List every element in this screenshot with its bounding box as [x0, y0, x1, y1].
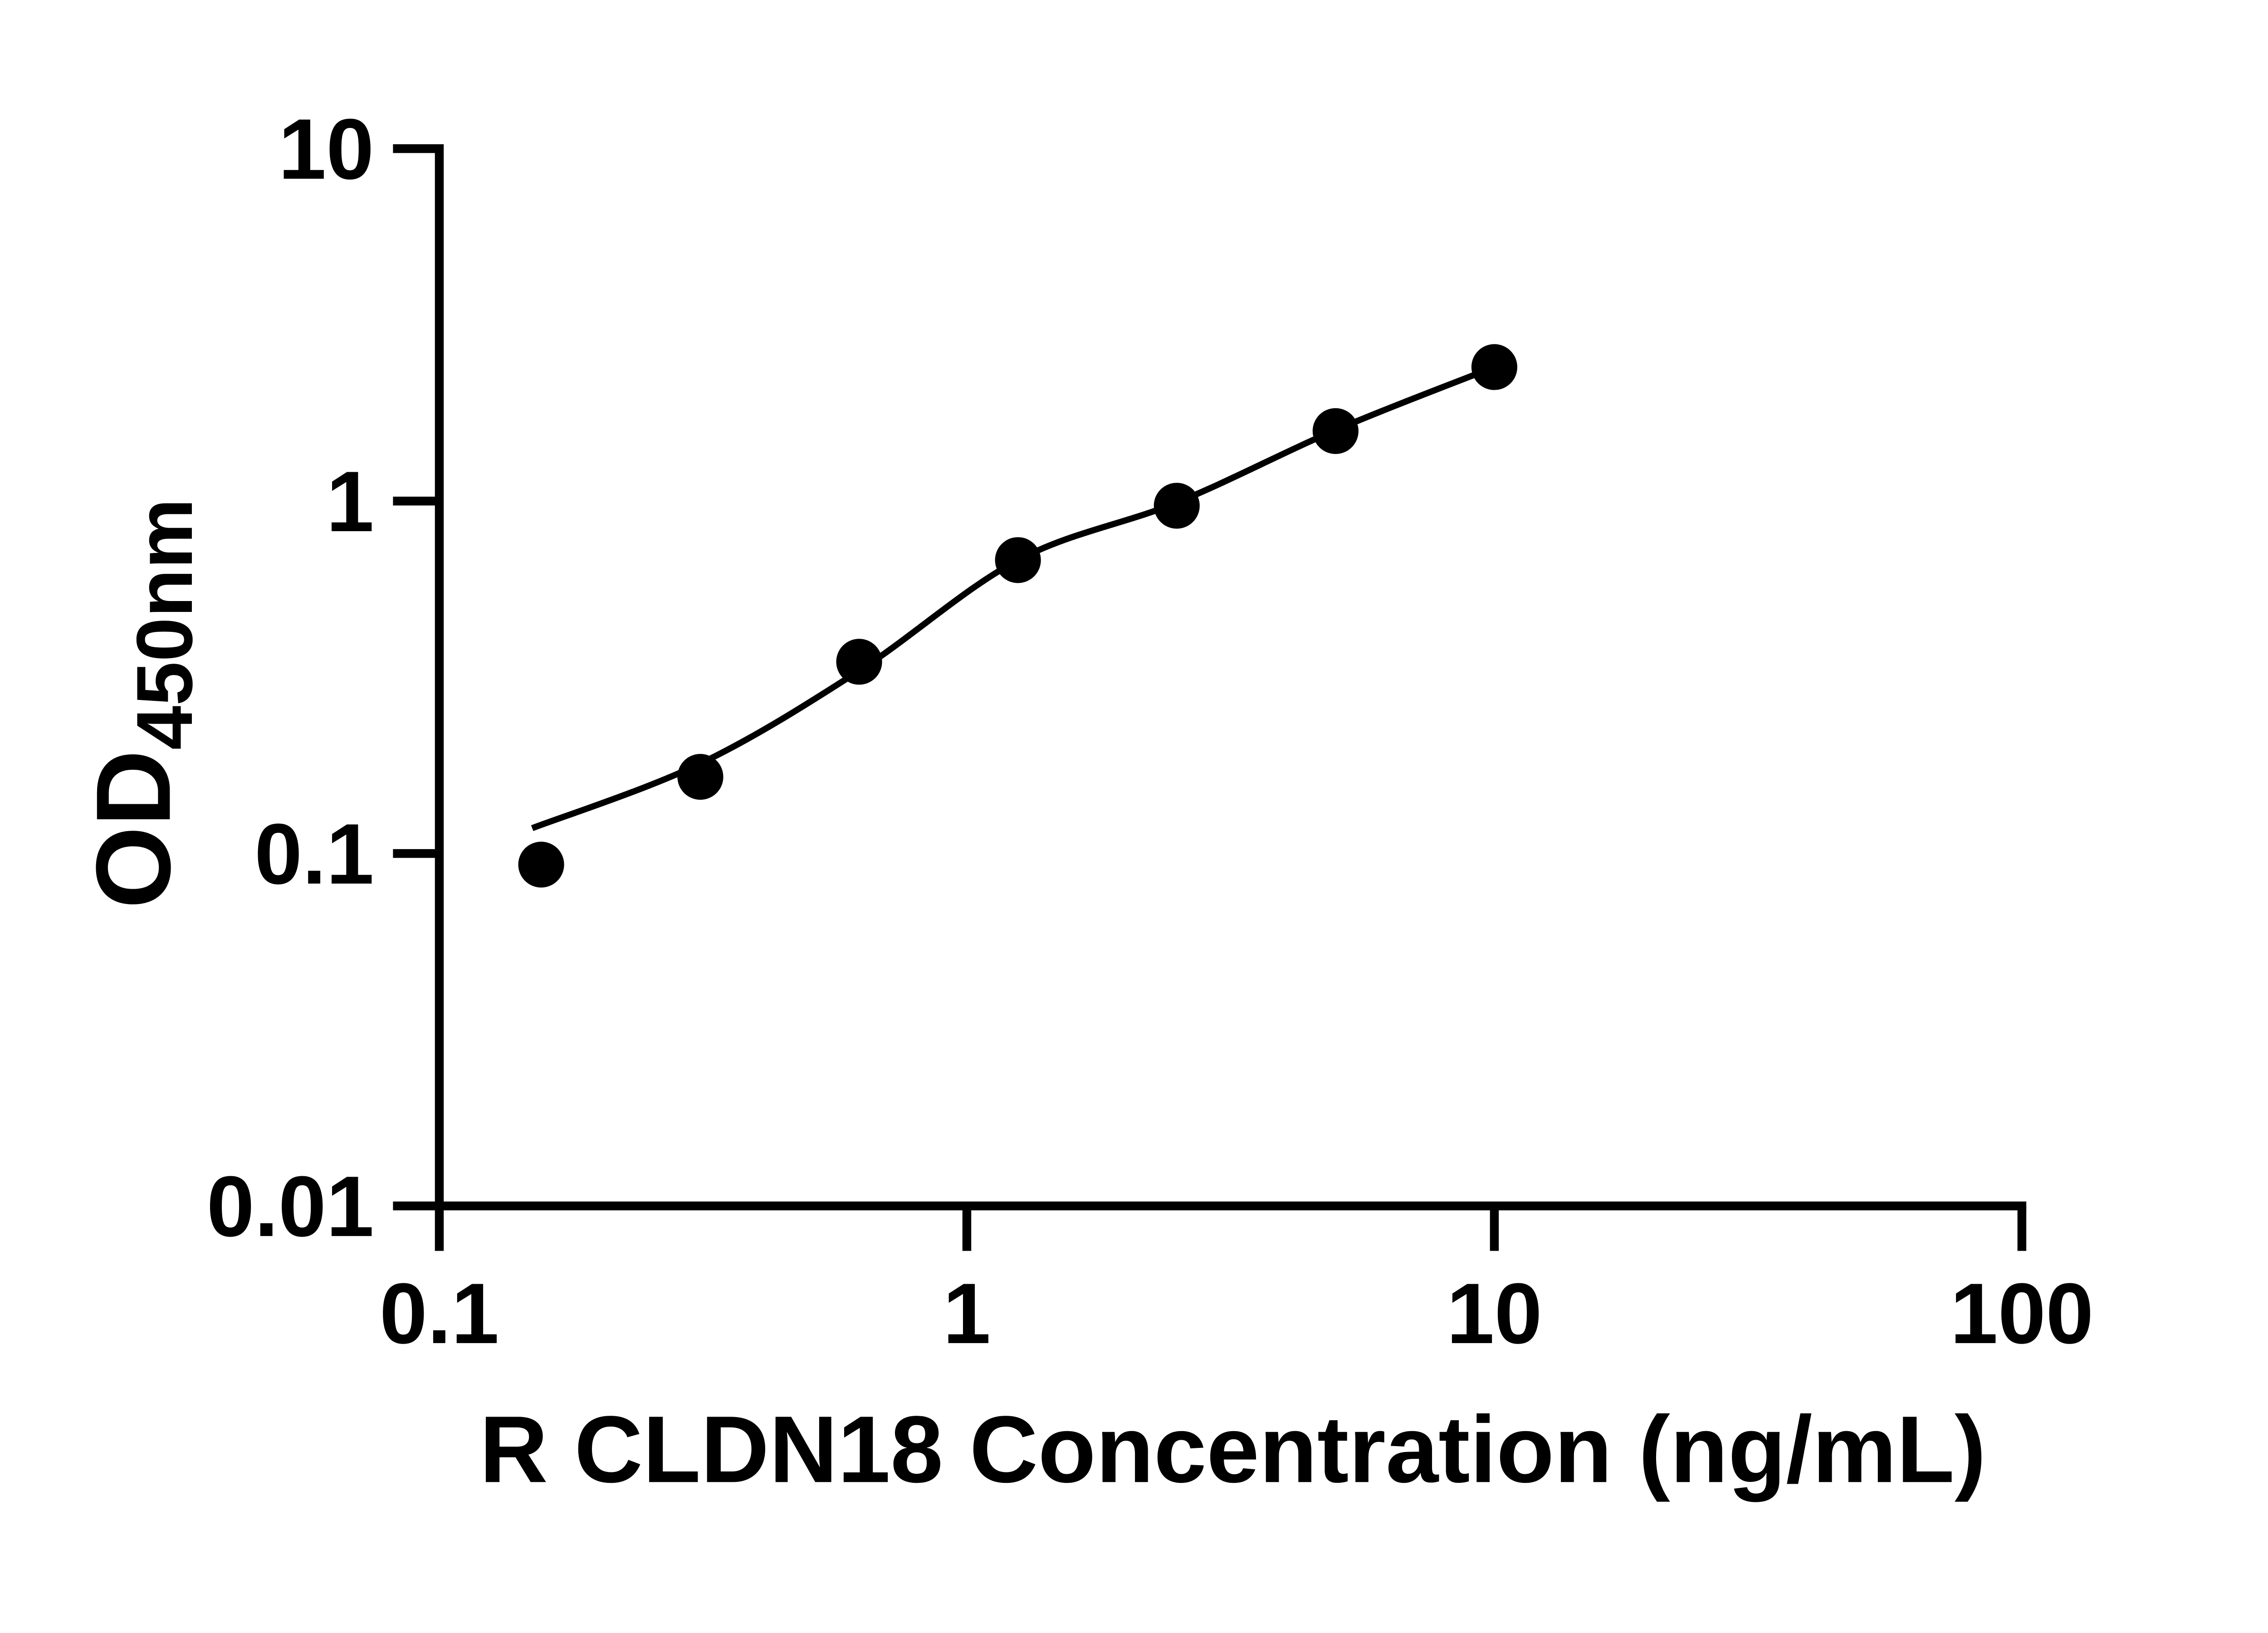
x-axis-tick-labels: 0.1 1 10 100: [380, 1266, 2094, 1362]
y-axis-title: OD450nm: [74, 499, 209, 909]
data-point: [1471, 344, 1518, 390]
y-tick-label: 0.01: [207, 1159, 374, 1255]
x-axis-title: R CLDN18 Concentration (ng/mL): [479, 1397, 1986, 1502]
x-tick-label: 1: [943, 1266, 991, 1362]
figure-canvas: 10 1 0.1 0.01 0.1 1 10 100 R CLDN18 Concentrat…: [74, 101, 2094, 1503]
x-tick-label: 100: [1950, 1266, 2093, 1362]
x-tick-label: 10: [1447, 1266, 1542, 1362]
data-points: [518, 344, 1518, 888]
y-axis-tick-labels: 10 1 0.1 0.01: [207, 101, 374, 1255]
y-axis-ticks: [393, 144, 440, 1211]
data-point: [836, 639, 882, 685]
y-axis-title-main: OD: [74, 750, 192, 909]
data-point: [1154, 483, 1200, 529]
y-tick-label: 0.1: [254, 806, 374, 902]
y-tick-label: 1: [326, 454, 374, 550]
x-axis-ticks: [435, 1206, 2027, 1251]
x-tick-label: 0.1: [380, 1266, 499, 1362]
data-point: [1312, 408, 1359, 454]
y-tick-label: 10: [279, 101, 374, 197]
data-point: [995, 537, 1041, 583]
data-point: [518, 841, 564, 888]
data-point: [677, 754, 723, 800]
y-axis-title-subscript: 450nm: [121, 499, 209, 750]
